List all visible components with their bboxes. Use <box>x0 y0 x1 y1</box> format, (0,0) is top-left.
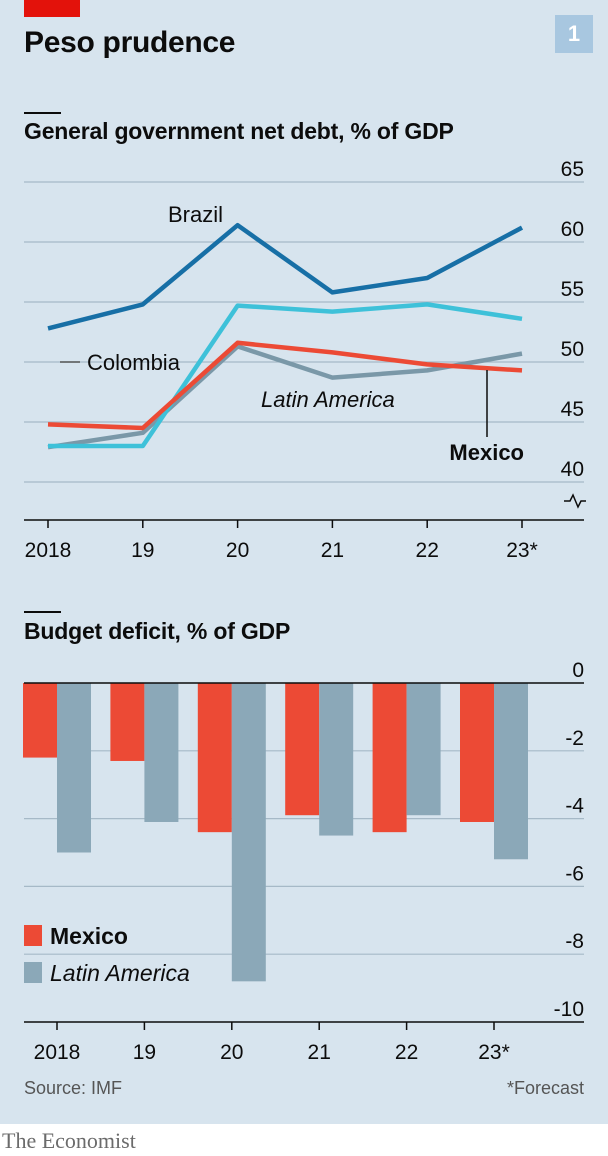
forecast-footnote: *Forecast <box>506 1078 584 1098</box>
series-line-brazil <box>47 222 524 331</box>
line-x-tick-label-2018: 2018 <box>25 539 72 562</box>
y-tick-label-65: 65 <box>561 158 584 181</box>
bar-x-tick-label-19: 19 <box>133 1041 156 1064</box>
brand-red-tab <box>24 0 80 17</box>
line-x-tick-label-22: 22 <box>416 539 439 562</box>
line-x-tick-label-19: 19 <box>131 539 154 562</box>
line-x-tick-label-23*: 23* <box>506 539 538 562</box>
bar-y-tick-label--2: -2 <box>565 727 584 750</box>
series-line-colombia <box>48 302 523 449</box>
chart-number-badge: 1 <box>555 15 593 53</box>
bar-mexico-20 <box>197 683 232 833</box>
axis-break-icon <box>564 493 586 509</box>
bar-latin-america-22 <box>406 683 441 816</box>
series-line-mexico <box>47 340 523 431</box>
source-note: Source: IMF <box>24 1078 123 1098</box>
chart-canvas: 65 60 55 50 45 40 2018 19 20 21 22 23* Brazil Colombi… <box>23 158 586 1064</box>
bar-y-tick-label--4: -4 <box>565 795 584 818</box>
legend-swatch-latin-america <box>24 962 42 983</box>
bar-latin-america-20 <box>231 683 266 982</box>
bar-y-tick-label--10: -10 <box>554 998 584 1021</box>
series-label-mexico: Mexico <box>449 440 524 465</box>
bar-x-tick-label-21: 21 <box>308 1041 331 1064</box>
series-label-brazil: Brazil <box>168 202 223 227</box>
bar-mexico-22 <box>372 683 407 833</box>
bar-mexico-23* <box>460 683 494 822</box>
chart-title: Peso prudence <box>24 26 236 59</box>
bar-x-tick-label-23*: 23* <box>478 1041 510 1064</box>
series-label-latin-america: Latin America <box>261 387 395 412</box>
bar-latin-america-21 <box>319 683 354 836</box>
legend-swatch-mexico <box>24 925 42 946</box>
bar-y-tick-label--8: -8 <box>565 930 584 953</box>
series-label-colombia: Colombia <box>87 350 181 375</box>
y-tick-label-55: 55 <box>561 278 584 301</box>
y-tick-label-45: 45 <box>561 398 584 421</box>
bar-y-tick-label-0: 0 <box>572 659 584 682</box>
bar-mexico-21 <box>285 683 320 816</box>
legend-label-mexico: Mexico <box>50 923 128 949</box>
bar-latin-america-23* <box>494 683 528 860</box>
bar-x-tick-label-2018: 2018 <box>34 1041 81 1064</box>
line-chart-subtitle: General government net debt, % of GDP <box>24 118 454 144</box>
line-x-tick-label-21: 21 <box>321 539 344 562</box>
bar-latin-america-19 <box>144 683 179 822</box>
chart-panel <box>0 0 608 1124</box>
bar-chart-rule <box>24 611 61 613</box>
bar-mexico-2018 <box>23 683 57 758</box>
bar-chart-subtitle: Budget deficit, % of GDP <box>24 618 291 644</box>
bar-mexico-19 <box>110 683 145 761</box>
bar-latin-america-2018 <box>57 683 91 853</box>
legend-label-latin-america: Latin America <box>50 960 190 986</box>
bar-x-tick-label-20: 20 <box>220 1041 243 1064</box>
y-tick-label-60: 60 <box>561 218 584 241</box>
line-chart-rule <box>24 112 61 114</box>
bar-y-tick-label--6: -6 <box>565 862 584 885</box>
y-tick-label-40: 40 <box>561 458 584 481</box>
line-x-tick-label-20: 20 <box>226 539 249 562</box>
y-tick-label-50: 50 <box>561 338 584 361</box>
bar-x-tick-label-22: 22 <box>395 1041 418 1064</box>
economist-brand: The Economist <box>2 1128 136 1153</box>
